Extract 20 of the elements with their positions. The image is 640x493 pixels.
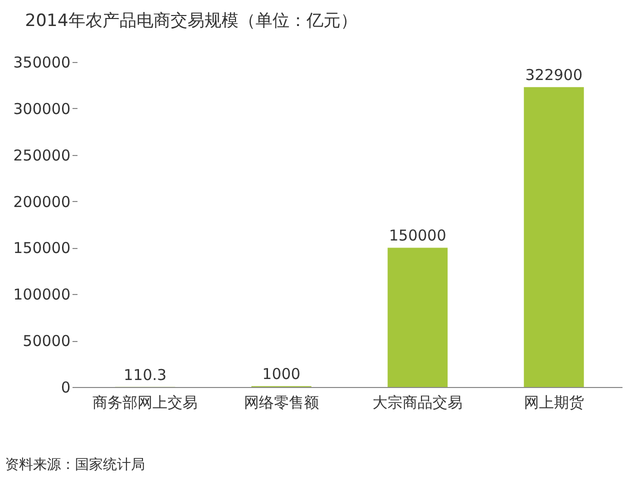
y-tick-label: 300000 — [13, 100, 70, 118]
y-tick-label: 50000 — [22, 332, 70, 350]
text: 资料来源：国家统计局 — [5, 457, 145, 473]
data-label: 1000 — [262, 365, 300, 384]
x-tick-label: 网上期货 — [524, 394, 584, 412]
data-label: 150000 — [388, 226, 446, 245]
x-tick-label: 商务部网上交易 — [92, 394, 198, 412]
data-label: 110.3 — [124, 366, 167, 384]
data-label: 322900 — [525, 66, 583, 84]
x-tick-label: 网络零售额 — [244, 394, 319, 412]
y-tick-label: 250000 — [13, 146, 70, 164]
y-tick-label: 0 — [60, 378, 70, 396]
bar — [524, 87, 584, 387]
y-tick-label: 100000 — [13, 286, 70, 304]
x-tick-label: 大宗商品交易 — [372, 394, 463, 412]
chart-title: 2014年农产品电商交易规模（单位：亿元） — [25, 11, 358, 31]
y-tick-label: 200000 — [13, 192, 70, 211]
y-tick-label: 350000 — [13, 54, 70, 72]
bar — [388, 248, 448, 387]
y-tick-label: 150000 — [13, 239, 70, 258]
